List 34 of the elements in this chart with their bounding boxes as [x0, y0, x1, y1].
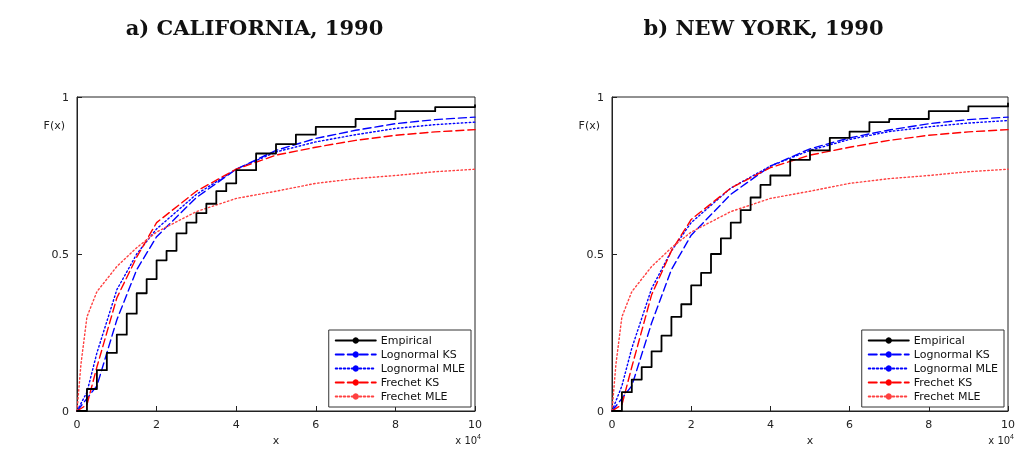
- legend-label: Lognormal KS: [913, 348, 990, 361]
- x-tick-label: 6: [846, 418, 854, 431]
- x-axis-title: x: [806, 434, 814, 447]
- legend-label: Lognormal MLE: [913, 362, 999, 375]
- legend-label: Empirical: [913, 334, 965, 347]
- legend-label: Frechet KS: [913, 376, 973, 389]
- y-tick-label: 0: [62, 404, 69, 418]
- y-tick-label: 0.5: [51, 247, 69, 261]
- x-tick-label: 0: [608, 418, 616, 431]
- legend-label: Lognormal MLE: [380, 362, 466, 375]
- x-tick-label: 10: [468, 418, 482, 431]
- legend-label: Empirical: [380, 334, 432, 347]
- y-tick-label: 1: [597, 90, 604, 104]
- legend-label: Frechet MLE: [913, 390, 981, 403]
- x-tick-label: 2: [153, 418, 161, 431]
- y-tick-label: 0.5: [586, 247, 604, 261]
- x-tick-label: 2: [687, 418, 695, 431]
- x-tick-label: 8: [391, 418, 399, 431]
- y-axis-title: F(x): [43, 119, 65, 132]
- y-axis-title: F(x): [578, 119, 600, 132]
- x-axis-title: x: [272, 434, 280, 447]
- legend-label: Frechet KS: [380, 376, 440, 389]
- x-tick-label: 0: [73, 418, 81, 431]
- x-tick-label: 8: [925, 418, 933, 431]
- x-tick-label: 10: [1001, 418, 1015, 431]
- legend-label: Frechet MLE: [380, 390, 448, 403]
- x-tick-label: 6: [312, 418, 320, 431]
- chart-title: b) NEW YORK, 1990: [643, 15, 884, 40]
- legend-label: Lognormal KS: [380, 348, 457, 361]
- y-tick-label: 1: [62, 90, 69, 104]
- x-tick-label: 4: [766, 418, 774, 431]
- y-tick-label: 0: [597, 404, 604, 418]
- chart-title: a) CALIFORNIA, 1990: [125, 15, 384, 40]
- x-tick-label: 4: [232, 418, 240, 431]
